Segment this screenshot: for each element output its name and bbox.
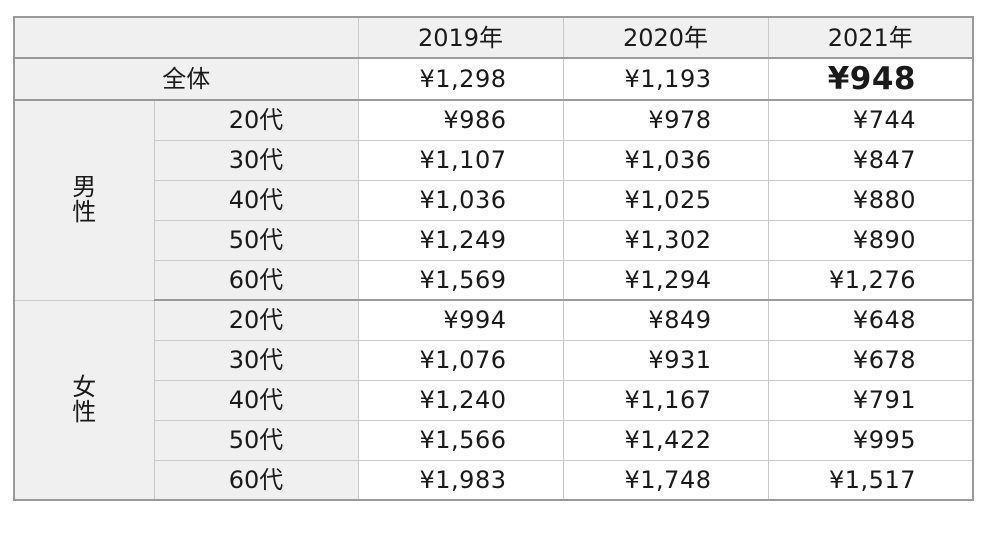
value-cell: ¥648 [767,299,974,341]
value-cell: ¥995 [767,419,974,461]
table-container: 2019年 2020年 2021年 全体 ¥1,298 ¥1,193 ¥948 … [13,16,974,501]
value-cell: ¥994 [357,299,564,341]
age-label: 20代 [153,99,359,141]
total-value-2019: ¥1,298 [357,57,564,101]
value-cell: ¥847 [767,139,974,181]
value-cell: ¥849 [562,299,769,341]
table-row: 女性 20代 ¥994 ¥849 ¥648 [13,299,974,501]
age-label: 50代 [153,219,359,261]
value-cell: ¥1,036 [562,139,769,181]
table-row: 30代 ¥1,076 ¥931 ¥678 [14,339,974,381]
value-cell: ¥986 [357,99,564,141]
age-label: 30代 [153,139,359,181]
total-value-2021: ¥948 [767,57,974,101]
value-cell: ¥678 [767,339,974,381]
age-label: 20代 [153,299,359,341]
age-label: 30代 [153,339,359,381]
group-label: 女性 [13,299,155,501]
total-row: 全体 ¥1,298 ¥1,193 ¥948 [13,57,974,101]
value-cell: ¥1,566 [357,419,564,461]
value-cell: ¥1,294 [562,259,769,301]
value-cell: ¥791 [767,379,974,421]
total-label: 全体 [13,57,359,101]
header-year-2021: 2021年 [767,16,974,59]
table-row: 60代 ¥1,983 ¥1,748 ¥1,517 [14,459,974,501]
table-row: 50代 ¥1,566 ¥1,422 ¥995 [14,419,974,461]
table-row: 男性 20代 ¥986 ¥978 ¥744 [13,99,974,301]
value-cell: ¥931 [562,339,769,381]
table-row: 30代 ¥1,107 ¥1,036 ¥847 [14,139,974,181]
table-row: 40代 ¥1,036 ¥1,025 ¥880 [14,179,974,221]
value-cell: ¥880 [767,179,974,221]
table-row: 50代 ¥1,249 ¥1,302 ¥890 [14,219,974,261]
value-cell: ¥890 [767,219,974,261]
age-label: 60代 [153,259,359,301]
value-cell: ¥1,276 [767,259,974,301]
value-cell: ¥1,302 [562,219,769,261]
spending-table: 2019年 2020年 2021年 全体 ¥1,298 ¥1,193 ¥948 … [13,16,974,501]
group-label-text: 女性 [72,372,97,426]
group-label: 男性 [13,99,155,301]
header-corner-cell [13,16,359,59]
value-cell: ¥1,036 [357,179,564,221]
group-label-text: 男性 [72,173,97,227]
header-year-2020: 2020年 [562,16,769,59]
value-cell: ¥1,249 [357,219,564,261]
header-row: 2019年 2020年 2021年 [13,16,974,59]
header-year-2019: 2019年 [357,16,564,59]
value-cell: ¥1,240 [357,379,564,421]
age-label: 40代 [153,379,359,421]
age-label: 40代 [153,179,359,221]
age-label: 60代 [153,459,359,501]
value-cell: ¥978 [562,99,769,141]
value-cell: ¥1,517 [767,459,974,501]
value-cell: ¥1,569 [357,259,564,301]
value-cell: ¥1,076 [357,339,564,381]
age-label: 50代 [153,419,359,461]
value-cell: ¥1,748 [562,459,769,501]
table-row: 40代 ¥1,240 ¥1,167 ¥791 [14,379,974,421]
value-cell: ¥1,107 [357,139,564,181]
value-cell: ¥1,025 [562,179,769,221]
total-value-2020: ¥1,193 [562,57,769,101]
value-cell: ¥1,167 [562,379,769,421]
value-cell: ¥1,983 [357,459,564,501]
table-row: 60代 ¥1,569 ¥1,294 ¥1,276 [14,259,974,301]
value-cell: ¥1,422 [562,419,769,461]
value-cell: ¥744 [767,99,974,141]
